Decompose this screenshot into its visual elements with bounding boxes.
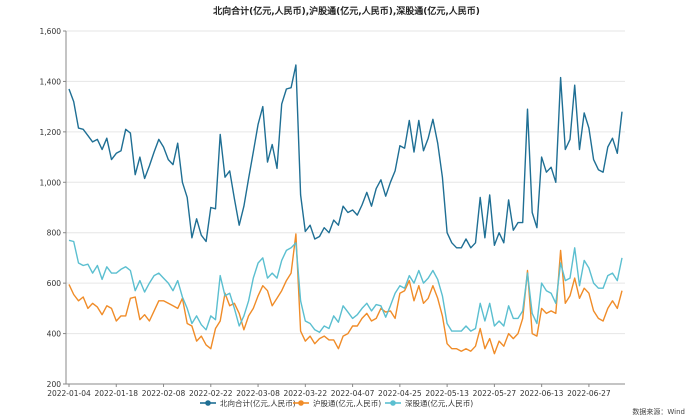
x-tick-label: 2022-02-22 [189,389,233,398]
legend-swatch-marker [390,400,396,406]
x-tick-label: 2022-02-08 [142,389,186,398]
x-tick-label: 2022-01-18 [94,389,138,398]
x-tick-label: 2022-04-07 [331,389,375,398]
legend-label: 北向合计(亿元,人民币) [220,398,296,408]
y-tick-label: 200 [47,380,62,389]
x-tick-label: 2022-05-27 [473,389,517,398]
x-tick-label: 2022-06-27 [567,389,611,398]
y-tick-label: 1,000 [40,178,62,187]
y-tick-label: 600 [47,279,62,288]
x-tick-label: 2022-04-25 [378,389,422,398]
legend-label: 深股通(亿元,人民币) [405,398,473,408]
y-tick-label: 1,200 [40,128,62,137]
series-line-3 [68,239,623,333]
x-tick-label: 2022-03-22 [284,389,328,398]
chart-title: 北向合计(亿元,人民币),沪股通(亿元,人民币),深股通(亿元,人民币) [213,7,480,17]
legend-label: 沪股通(亿元,人民币) [313,398,381,408]
x-tick-label: 2022-01-04 [47,389,91,398]
y-tick-label: 1,400 [40,77,62,86]
y-tick-label: 1,600 [40,27,62,36]
x-tick-label: 2022-06-13 [520,389,564,398]
legend-swatch-marker [298,400,304,406]
x-tick-label: 2022-05-13 [425,389,469,398]
series-line-2 [68,233,623,355]
y-tick-label: 800 [47,229,62,238]
series-line-1 [68,64,623,249]
x-tick-label: 2022-03-08 [236,389,280,398]
y-tick-label: 400 [47,330,62,339]
legend-swatch-marker [205,400,211,406]
source-note: 数据来源：Wind [632,408,685,416]
